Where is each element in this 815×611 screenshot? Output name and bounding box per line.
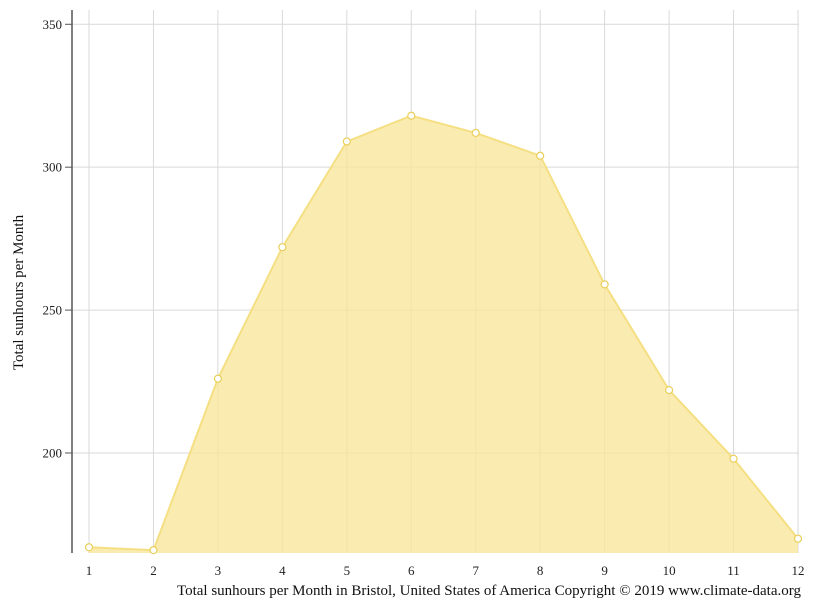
data-point-2 bbox=[149, 546, 158, 555]
x-tick-label-9: 9 bbox=[601, 563, 608, 578]
y-axis-title: Total sunhours per Month bbox=[11, 214, 27, 370]
data-point-3 bbox=[213, 374, 223, 383]
x-tick-label-10: 10 bbox=[663, 563, 676, 578]
chart-caption: Total sunhours per Month in Bristol, Uni… bbox=[176, 583, 801, 599]
y-tick-label-300: 300 bbox=[43, 160, 63, 175]
x-tick-label-4: 4 bbox=[279, 563, 286, 578]
data-points bbox=[84, 111, 803, 555]
x-tick-label-7: 7 bbox=[472, 563, 479, 578]
data-point-5 bbox=[342, 137, 351, 146]
y-ticks: 200 250 300 350 bbox=[43, 17, 72, 460]
x-ticks: 1 2 3 4 5 6 7 8 9 10 11 12 bbox=[86, 563, 805, 578]
data-point-12 bbox=[793, 534, 803, 543]
data-point-6 bbox=[407, 111, 416, 120]
data-point-9 bbox=[600, 280, 609, 289]
data-point-8 bbox=[536, 151, 545, 160]
data-point-11 bbox=[729, 454, 738, 463]
x-tick-label-6: 6 bbox=[408, 563, 415, 578]
x-tick-label-3: 3 bbox=[215, 563, 222, 578]
data-point-10 bbox=[664, 386, 674, 395]
x-tick-label-11: 11 bbox=[727, 563, 740, 578]
y-tick-label-350: 350 bbox=[43, 17, 63, 32]
y-tick-label-250: 250 bbox=[43, 303, 63, 318]
data-point-7 bbox=[471, 128, 480, 137]
y-tick-label-200: 200 bbox=[43, 445, 63, 460]
x-tick-label-12: 12 bbox=[792, 563, 805, 578]
x-tick-label-2: 2 bbox=[150, 563, 157, 578]
x-tick-label-8: 8 bbox=[537, 563, 544, 578]
data-point-1 bbox=[84, 543, 94, 552]
x-tick-label-1: 1 bbox=[86, 563, 93, 578]
series-line bbox=[88, 114, 799, 552]
data-point-4 bbox=[278, 243, 287, 252]
area-fill bbox=[89, 115, 798, 553]
x-tick-label-5: 5 bbox=[344, 563, 351, 578]
